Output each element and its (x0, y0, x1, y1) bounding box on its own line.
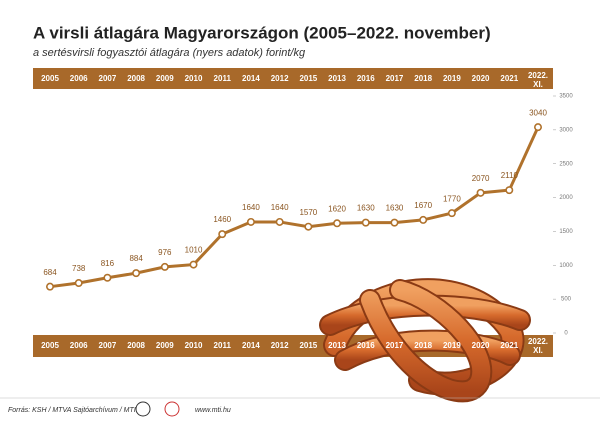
data-label: 884 (129, 254, 143, 263)
x-tick-label: 2018 (414, 74, 433, 83)
data-label: 976 (158, 248, 172, 257)
data-point (476, 188, 485, 197)
y-tick-label: 500 (561, 297, 572, 303)
data-point (132, 269, 141, 278)
data-line (49, 126, 540, 289)
x-tick-label: 2009 (155, 74, 174, 83)
data-point (505, 186, 514, 195)
x-tick-label: 2009 (155, 341, 174, 350)
data-point (419, 215, 428, 224)
x-tick-label: 2014 (242, 74, 260, 83)
data-label: 1670 (414, 201, 432, 210)
x-tick-label: 2022. XI. (527, 337, 549, 355)
y-tick-label: 0 (564, 331, 568, 337)
logo-mtva (135, 401, 151, 417)
data-point (74, 279, 83, 288)
data-label: 3040 (529, 108, 547, 117)
data-point (447, 209, 456, 218)
data-point (390, 218, 399, 227)
data-point (361, 218, 370, 227)
x-tick-label: 2013 (328, 74, 346, 83)
x-tick-label: 2014 (242, 341, 260, 350)
x-tick-label: 2005 (41, 341, 59, 350)
data-point (333, 219, 342, 228)
x-tick-label: 2018 (414, 341, 433, 350)
y-tick-label: 2500 (559, 161, 573, 167)
x-tick-label: 2010 (184, 74, 203, 83)
x-tick-label: 2017 (385, 341, 404, 350)
data-label: 1010 (185, 246, 203, 255)
data-label: 1770 (443, 194, 461, 203)
x-tick-label: 2007 (98, 74, 117, 83)
data-label: 738 (72, 264, 86, 273)
x-tick-label: 2021 (500, 74, 519, 83)
top-band (33, 68, 553, 89)
data-point (304, 222, 313, 231)
x-tick-label: 2012 (270, 341, 289, 350)
data-point (45, 282, 54, 291)
x-tick-label: 2010 (184, 341, 203, 350)
x-tick-label: 2015 (299, 74, 318, 83)
x-tick-label: 2016 (356, 74, 375, 83)
x-tick-label: 2008 (127, 341, 145, 350)
y-tick-label: 3000 (559, 127, 573, 133)
x-tick-label: 2012 (270, 74, 289, 83)
x-tick-label: 2019 (442, 341, 461, 350)
chart-subtitle: a sertésvirsli fogyasztói átlagára (nyer… (33, 47, 306, 59)
data-point (218, 230, 227, 239)
sausages (319, 278, 531, 403)
web: www.mti.hu (195, 407, 231, 414)
x-tick-label: 2008 (127, 74, 145, 83)
data-label: 1630 (386, 204, 404, 213)
data-point (189, 260, 198, 269)
data-point (533, 123, 542, 132)
x-tick-label: 2021 (500, 341, 519, 350)
x-tick-label: 2017 (385, 74, 404, 83)
data-point (160, 262, 169, 271)
data-point (246, 217, 255, 226)
x-tick-label: 2006 (69, 341, 88, 350)
data-label: 1570 (299, 208, 317, 217)
data-label: 1640 (271, 203, 289, 212)
data-label: 1460 (213, 215, 231, 224)
source: Forrás: KSH / MTVA Sajtóarchívum / MTI (8, 407, 136, 414)
x-tick-label: 2016 (356, 341, 375, 350)
logo-mti (164, 401, 180, 417)
data-label: 1640 (242, 203, 260, 212)
x-tick-label: 2011 (213, 74, 231, 83)
data-label: 2070 (472, 174, 490, 183)
y-tick-label: 1000 (559, 263, 573, 269)
x-tick-label: 2011 (213, 341, 231, 350)
y-tick-label: 1500 (559, 229, 573, 235)
x-tick-label: 2020 (471, 74, 490, 83)
data-point (103, 273, 112, 282)
chart-title: A virsli átlagára Magyarországon (2005–2… (33, 23, 491, 42)
data-label: 1630 (357, 204, 375, 213)
x-tick-label: 2020 (471, 341, 490, 350)
data-label: 1620 (328, 204, 346, 213)
x-tick-label: 2019 (442, 74, 461, 83)
x-tick-label: 2022. XI. (527, 71, 549, 89)
y-tick-label: 2000 (559, 195, 573, 201)
x-tick-label: 2013 (328, 341, 346, 350)
x-tick-label: 2015 (299, 341, 318, 350)
x-tick-label: 2006 (69, 74, 88, 83)
y-tick-label: 3500 (559, 94, 573, 100)
x-tick-label: 2005 (41, 74, 59, 83)
data-label: 684 (43, 268, 57, 277)
data-label: 2110 (501, 171, 519, 180)
x-tick-label: 2007 (98, 341, 117, 350)
data-point (275, 217, 284, 226)
data-label: 816 (101, 259, 115, 268)
